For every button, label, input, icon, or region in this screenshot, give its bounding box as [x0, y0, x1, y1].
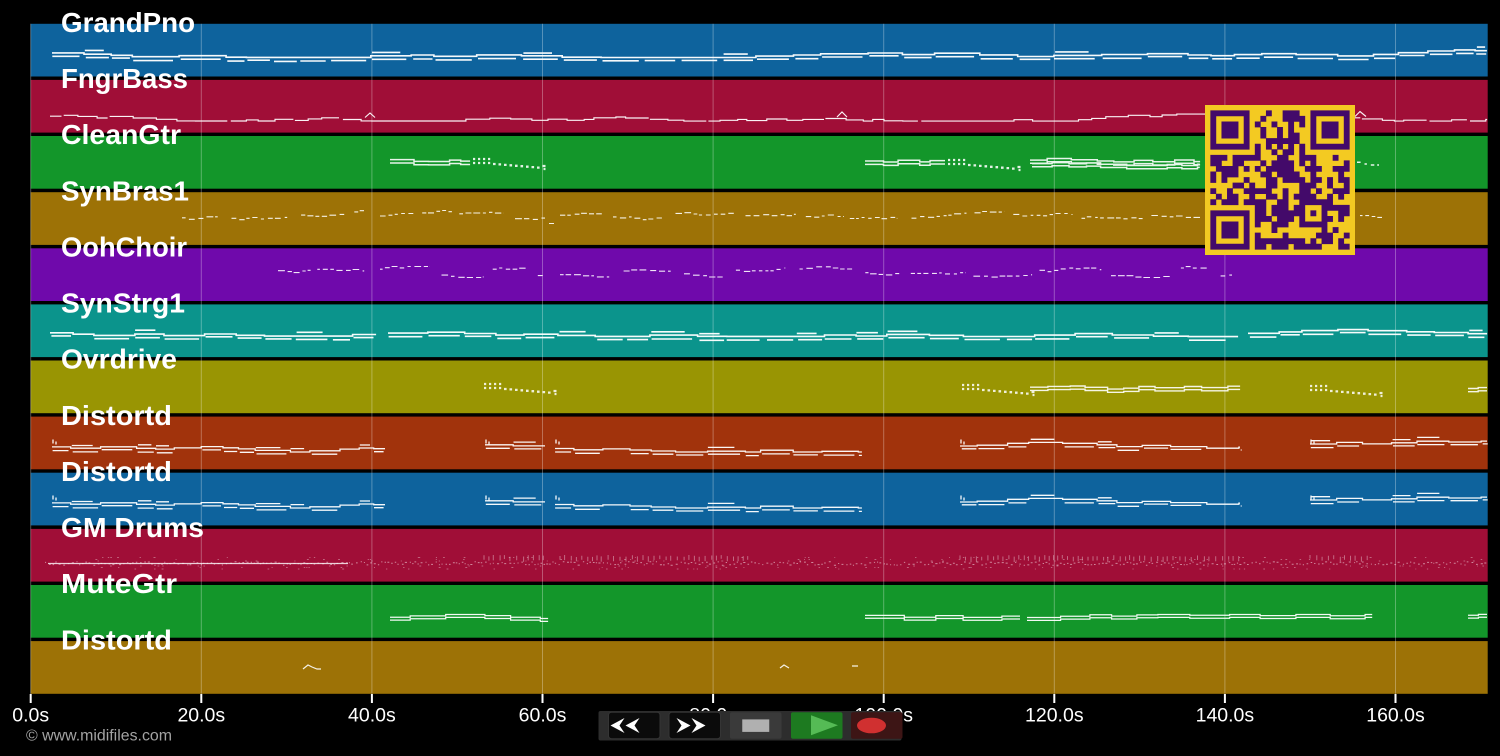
- svg-text:GrandPno: GrandPno: [61, 7, 195, 38]
- svg-text:GM Drums: GM Drums: [61, 512, 204, 543]
- svg-text:FngrBass: FngrBass: [61, 63, 188, 94]
- svg-text:SynBras1: SynBras1: [61, 175, 189, 206]
- svg-text:Distortd: Distortd: [61, 456, 172, 487]
- svg-text:140.0s: 140.0s: [1196, 705, 1255, 727]
- svg-text:40.0s: 40.0s: [348, 705, 396, 727]
- svg-text:Distortd: Distortd: [61, 400, 172, 431]
- svg-text:160.0s: 160.0s: [1366, 705, 1425, 727]
- svg-text:OohChoir: OohChoir: [61, 232, 187, 263]
- svg-text:20.0s: 20.0s: [177, 705, 225, 727]
- svg-text:© www.midifiles.com: © www.midifiles.com: [26, 728, 172, 745]
- svg-text:SynStrg1: SynStrg1: [61, 288, 185, 319]
- svg-text:120.0s: 120.0s: [1025, 705, 1084, 727]
- svg-text:Distortd: Distortd: [61, 624, 172, 655]
- svg-text:MuteGtr: MuteGtr: [61, 568, 177, 599]
- svg-text:Ovrdrive: Ovrdrive: [61, 344, 177, 375]
- svg-text:60.0s: 60.0s: [519, 705, 567, 727]
- svg-text:CleanGtr: CleanGtr: [61, 119, 181, 150]
- svg-text:0.0s: 0.0s: [12, 705, 49, 727]
